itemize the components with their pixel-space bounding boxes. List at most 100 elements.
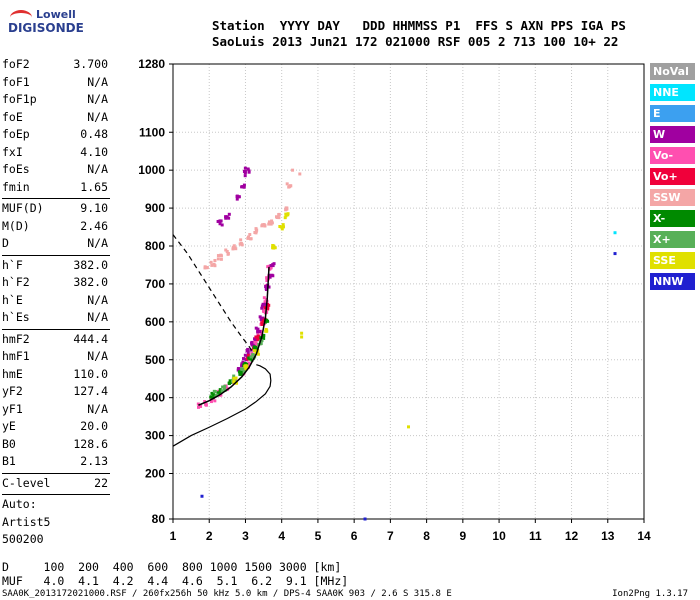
echo-point: [271, 274, 275, 278]
echo-point: [258, 330, 262, 334]
echo-point: [286, 212, 290, 216]
echo-point: [243, 353, 247, 357]
echo-point: [235, 194, 239, 198]
echo-point: [284, 206, 288, 210]
echo-point: [253, 340, 257, 344]
echo-point: [285, 182, 289, 186]
legend-item: W: [650, 126, 695, 143]
echo-point: [235, 381, 239, 385]
echo-point: [241, 360, 245, 364]
echo-point: [226, 252, 230, 256]
param-separator: [2, 198, 110, 199]
y-tick-label: 200: [145, 467, 165, 481]
param-value: N/A: [87, 236, 108, 250]
echo-point: [239, 238, 243, 242]
echo-point: [243, 166, 247, 170]
echo-point: [273, 246, 277, 250]
header-labels: Station YYYY DAY DDD HHMMSS P1 FFS S AXN…: [212, 18, 626, 33]
echo-point: [254, 229, 258, 233]
param-row: foEs N/A: [2, 161, 110, 179]
param-row: M(D) 2.46: [2, 218, 110, 236]
echo-point: [220, 223, 224, 227]
param-label: yE: [2, 419, 16, 433]
echo-point: [267, 264, 271, 268]
x-tick-label: 10: [492, 529, 506, 543]
param-value: N/A: [87, 292, 108, 307]
y-tick-label: 500: [145, 353, 165, 367]
echo-point: [281, 225, 285, 229]
echo-point: [213, 389, 217, 393]
station-header: Station YYYY DAY DDD HHMMSS P1 FFS S AXN…: [212, 18, 626, 50]
echo-point: [254, 341, 258, 345]
param-row: yF2 127.4: [2, 383, 110, 401]
lowell-digisonde-logo: Lowell DIGISONDE: [4, 6, 84, 38]
muf-dashed-line: [172, 234, 254, 353]
echo-point: [264, 285, 268, 289]
echo-point: [279, 225, 283, 229]
echo-point: [249, 355, 253, 359]
echo-point: [240, 367, 244, 371]
echo-point: [263, 306, 267, 310]
echo-point: [242, 183, 246, 187]
echo-point: [215, 393, 219, 397]
echo-point: [256, 327, 260, 331]
param-value: N/A: [87, 162, 108, 176]
echo-point: [254, 227, 258, 231]
param-label: hmF2: [2, 331, 30, 346]
electron-density-profile-line: [172, 364, 272, 447]
echo-point: [244, 366, 248, 370]
param-value: 2.46: [80, 218, 108, 233]
echo-point: [218, 388, 222, 392]
y-tick-label: 700: [145, 277, 165, 291]
echo-point: [298, 172, 302, 176]
echo-point: [222, 387, 226, 391]
param-row: foEp 0.48: [2, 126, 110, 144]
footer-version: Ion2Png 1.3.17: [612, 589, 688, 599]
param-value: 128.6: [73, 436, 108, 451]
echo-point: [270, 221, 274, 225]
echo-point: [281, 223, 285, 227]
echo-point: [254, 326, 258, 330]
echo-point: [196, 402, 200, 406]
echo-point: [203, 399, 207, 403]
muf-frequency-row: MUF 4.0 4.1 4.2 4.4 4.6 5.1 6.2 9.1 [MHz…: [2, 574, 349, 588]
echo-point: [224, 248, 228, 252]
echo-point: [232, 244, 236, 248]
echo-point: [212, 262, 216, 266]
footer-info: SAA0K_2013172021000.RSF / 260fx256h 50 k…: [2, 589, 452, 599]
echo-point: [213, 399, 217, 403]
param-label: MUF(D): [2, 201, 44, 215]
logo-line2: DIGISONDE: [8, 21, 84, 35]
param-row: h`E N/A: [2, 292, 110, 310]
param-row: h`Es N/A: [2, 309, 110, 327]
legend-item: SSE: [650, 252, 695, 269]
legend-item: Vo+: [650, 168, 695, 185]
param-label: yF1: [2, 401, 23, 416]
echo-point: [263, 320, 267, 324]
echo-point: [212, 393, 216, 397]
echo-point: [291, 168, 295, 172]
param-label: foF1p: [2, 92, 37, 106]
echo-point: [254, 345, 258, 349]
y-tick-label: 600: [145, 315, 165, 329]
echo-point: [240, 243, 244, 247]
echo-point: [269, 264, 273, 268]
echo-point: [210, 391, 214, 395]
param-label: hmF1: [2, 349, 30, 363]
echo-point: [266, 302, 270, 306]
echo-point: [255, 343, 259, 347]
echo-point: [242, 185, 246, 189]
param-value: 0.48: [80, 127, 108, 141]
param-label: h`Es: [2, 310, 30, 324]
echo-point: [227, 381, 231, 385]
echo-point: [237, 195, 241, 199]
echo-point: [247, 356, 251, 360]
x-tick-label: 11: [529, 529, 542, 543]
param-row: fmin 1.65: [2, 179, 110, 197]
echo-point: [243, 169, 247, 173]
x-tick-label: 8: [423, 529, 430, 543]
echo-point: [264, 327, 268, 331]
echo-point: [257, 337, 261, 341]
param-label: fxI: [2, 144, 23, 159]
echo-point: [259, 342, 263, 346]
